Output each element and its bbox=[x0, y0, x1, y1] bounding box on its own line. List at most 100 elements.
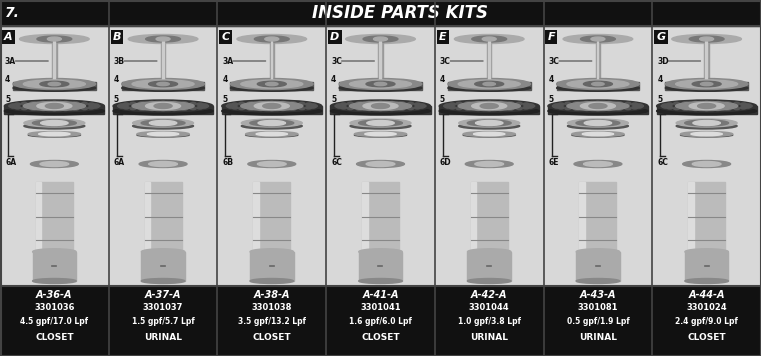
Bar bbox=[705, 41, 709, 81]
Ellipse shape bbox=[72, 102, 78, 104]
Text: 3A: 3A bbox=[222, 57, 234, 66]
Bar bbox=[579, 182, 585, 252]
Ellipse shape bbox=[475, 162, 504, 167]
Bar bbox=[218, 26, 326, 286]
Bar bbox=[688, 182, 725, 252]
Ellipse shape bbox=[673, 102, 680, 105]
Text: 3301041: 3301041 bbox=[360, 304, 401, 313]
Text: 4: 4 bbox=[331, 75, 336, 84]
Bar bbox=[439, 106, 540, 114]
Bar bbox=[705, 41, 707, 81]
Text: 1.5 gpf/5.7 Lpf: 1.5 gpf/5.7 Lpf bbox=[132, 316, 195, 325]
Text: 4: 4 bbox=[113, 75, 119, 84]
Bar bbox=[544, 26, 651, 286]
Bar bbox=[339, 82, 422, 90]
Bar bbox=[665, 82, 748, 90]
Ellipse shape bbox=[548, 100, 648, 112]
Text: B: B bbox=[113, 32, 121, 42]
Text: 6C: 6C bbox=[331, 158, 342, 167]
Ellipse shape bbox=[374, 82, 387, 86]
Text: 4.5 gpf/17.0 Lpf: 4.5 gpf/17.0 Lpf bbox=[21, 316, 88, 325]
Ellipse shape bbox=[232, 103, 238, 105]
Ellipse shape bbox=[699, 37, 714, 41]
Ellipse shape bbox=[704, 101, 710, 104]
Ellipse shape bbox=[665, 79, 748, 89]
Ellipse shape bbox=[475, 81, 504, 87]
Bar bbox=[362, 182, 399, 252]
Ellipse shape bbox=[14, 103, 21, 105]
Text: INSIDE PARTS KITS: INSIDE PARTS KITS bbox=[313, 4, 489, 22]
Ellipse shape bbox=[40, 162, 68, 167]
Ellipse shape bbox=[257, 162, 286, 167]
Ellipse shape bbox=[616, 108, 622, 110]
Ellipse shape bbox=[576, 249, 619, 255]
Ellipse shape bbox=[472, 103, 507, 110]
Ellipse shape bbox=[357, 161, 404, 168]
Bar bbox=[0, 286, 761, 356]
Text: 0.5 gpf/1.9 Lpf: 0.5 gpf/1.9 Lpf bbox=[566, 316, 629, 325]
Ellipse shape bbox=[591, 37, 605, 41]
Ellipse shape bbox=[377, 108, 384, 111]
Ellipse shape bbox=[119, 104, 125, 106]
Text: CLOSET: CLOSET bbox=[687, 333, 726, 341]
Ellipse shape bbox=[24, 119, 84, 127]
Text: 3301038: 3301038 bbox=[252, 304, 292, 313]
Ellipse shape bbox=[450, 106, 455, 109]
Ellipse shape bbox=[683, 102, 689, 104]
Ellipse shape bbox=[265, 37, 279, 41]
Text: 6B: 6B bbox=[222, 158, 234, 167]
Bar bbox=[33, 252, 76, 281]
Ellipse shape bbox=[24, 80, 85, 88]
Text: 4: 4 bbox=[440, 75, 445, 84]
Ellipse shape bbox=[740, 103, 747, 105]
Text: 6E: 6E bbox=[549, 158, 559, 167]
Ellipse shape bbox=[508, 108, 514, 110]
Bar bbox=[326, 26, 435, 286]
Ellipse shape bbox=[239, 107, 245, 110]
Ellipse shape bbox=[636, 104, 642, 106]
Bar bbox=[579, 182, 616, 252]
Ellipse shape bbox=[341, 106, 347, 109]
Ellipse shape bbox=[725, 102, 731, 104]
Ellipse shape bbox=[693, 81, 721, 87]
Ellipse shape bbox=[228, 104, 234, 106]
Ellipse shape bbox=[145, 36, 180, 42]
Ellipse shape bbox=[46, 104, 63, 109]
Ellipse shape bbox=[81, 107, 88, 110]
Ellipse shape bbox=[527, 104, 533, 106]
Ellipse shape bbox=[565, 107, 571, 110]
Ellipse shape bbox=[465, 161, 513, 168]
Ellipse shape bbox=[256, 132, 288, 136]
Text: B: B bbox=[113, 32, 121, 42]
Ellipse shape bbox=[240, 80, 303, 88]
Ellipse shape bbox=[548, 107, 648, 115]
Text: 4: 4 bbox=[5, 75, 10, 84]
Ellipse shape bbox=[516, 102, 522, 105]
Ellipse shape bbox=[657, 107, 756, 115]
Ellipse shape bbox=[673, 107, 680, 110]
Text: 3301024: 3301024 bbox=[686, 304, 727, 313]
Ellipse shape bbox=[246, 131, 298, 136]
Bar bbox=[122, 82, 205, 90]
Ellipse shape bbox=[130, 102, 136, 105]
Ellipse shape bbox=[592, 82, 604, 86]
Bar bbox=[556, 82, 639, 90]
Ellipse shape bbox=[5, 107, 104, 115]
Ellipse shape bbox=[691, 132, 722, 136]
Ellipse shape bbox=[221, 100, 322, 112]
Ellipse shape bbox=[171, 101, 177, 104]
Ellipse shape bbox=[745, 106, 750, 108]
Text: 4: 4 bbox=[549, 75, 554, 84]
Text: 5: 5 bbox=[440, 95, 445, 105]
Ellipse shape bbox=[40, 120, 68, 126]
Ellipse shape bbox=[374, 37, 387, 41]
Bar bbox=[488, 41, 490, 81]
Text: C: C bbox=[221, 32, 230, 42]
Ellipse shape bbox=[145, 103, 180, 110]
Ellipse shape bbox=[148, 162, 177, 167]
Ellipse shape bbox=[661, 105, 667, 107]
Ellipse shape bbox=[450, 103, 455, 105]
Ellipse shape bbox=[371, 104, 390, 109]
Ellipse shape bbox=[663, 104, 669, 106]
Ellipse shape bbox=[221, 107, 322, 115]
